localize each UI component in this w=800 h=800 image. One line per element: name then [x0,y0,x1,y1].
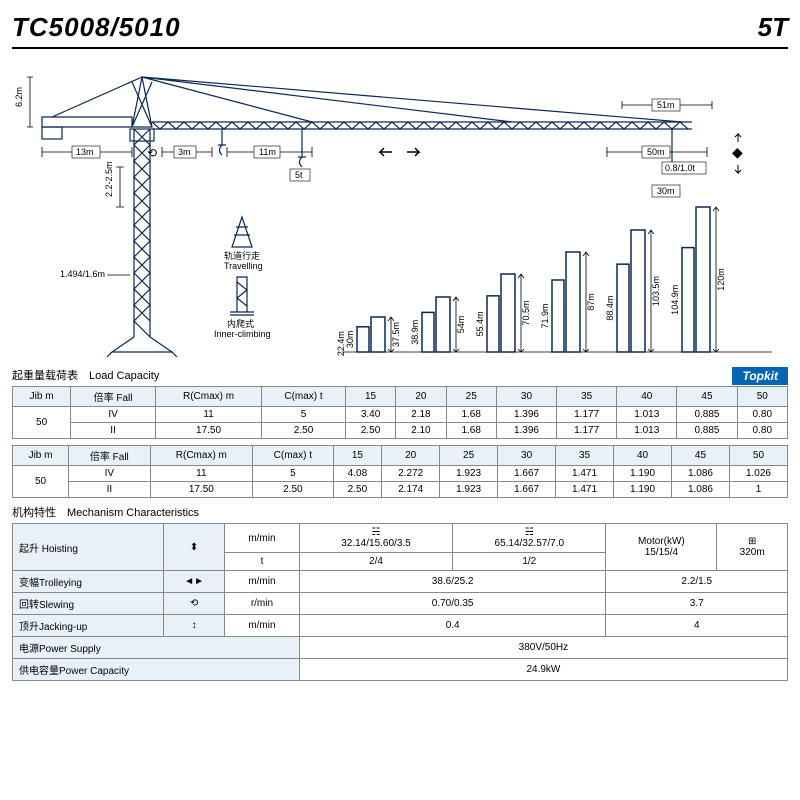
model-title: TC5008/5010 [12,12,181,43]
height-bars: 30m 37.5m 22.4m 38.9m 54m 55.4m 70.5m 71.9m 87m 8… [336,207,726,356]
crane-svg: 6.2m 13m ⟲ 3m 11m 5t 51m 50m 0.8/1.0t 30… [12,57,788,357]
load-title-text: 起重量载荷表 Load Capacity [12,370,159,382]
svg-text:30m: 30m [345,331,355,349]
svg-text:Inner-climbing: Inner-climbing [214,329,271,339]
svg-text:87m: 87m [586,293,596,311]
svg-text:0.8/1.0t: 0.8/1.0t [665,163,696,173]
svg-text:37.5m: 37.5m [391,322,401,347]
svg-text:103.5m: 103.5m [651,276,661,306]
topkit-badge: Topkit [732,367,788,385]
load-title: 起重量载荷表 Load Capacity Topkit [12,367,788,383]
hoist-label: 起升 Hoisting [13,524,164,571]
svg-text:1.494/1.6m: 1.494/1.6m [60,269,105,279]
load-table-1: Jib m倍率 FallR(Cmax) mC(max) t15202530354… [12,386,788,439]
svg-text:2.2-2.5m: 2.2-2.5m [104,161,114,197]
svg-text:◆: ◆ [732,144,743,160]
mech-title: 机构特性 Mechanism Characteristics [12,504,788,520]
header: TC5008/5010 5T [12,12,788,49]
svg-text:轨道行走: 轨道行走 [224,250,260,261]
svg-text:50m: 50m [647,147,665,157]
svg-text:6.2m: 6.2m [14,87,24,107]
svg-text:71.9m: 71.9m [540,303,550,328]
svg-text:Travelling: Travelling [224,261,263,271]
svg-text:55.4m: 55.4m [475,311,485,336]
svg-text:5t: 5t [295,170,303,180]
svg-text:104.9m: 104.9m [670,285,680,315]
svg-text:11m: 11m [259,147,276,157]
svg-text:13m: 13m [76,147,94,157]
svg-text:30m: 30m [657,186,675,196]
capacity-title: 5T [758,12,788,43]
load-table-2: Jib m倍率 FallR(Cmax) mC(max) t15202530354… [12,445,788,498]
svg-text:38.9m: 38.9m [410,320,420,345]
svg-text:3m: 3m [178,147,191,157]
mechanism-table: 起升 Hoisting ⬍ m/min ☵32.14/15.60/3.5 ☵65… [12,523,788,681]
svg-text:51m: 51m [657,100,675,110]
svg-text:70.5m: 70.5m [521,300,531,325]
crane-diagram: 6.2m 13m ⟲ 3m 11m 5t 51m 50m 0.8/1.0t 30… [12,57,788,357]
svg-text:⟲: ⟲ [147,146,157,160]
svg-text:120m: 120m [716,268,726,291]
svg-text:54m: 54m [456,316,466,334]
svg-text:88.4m: 88.4m [605,296,615,321]
svg-text:内爬式: 内爬式 [227,318,254,329]
svg-text:22.4m: 22.4m [336,331,346,356]
